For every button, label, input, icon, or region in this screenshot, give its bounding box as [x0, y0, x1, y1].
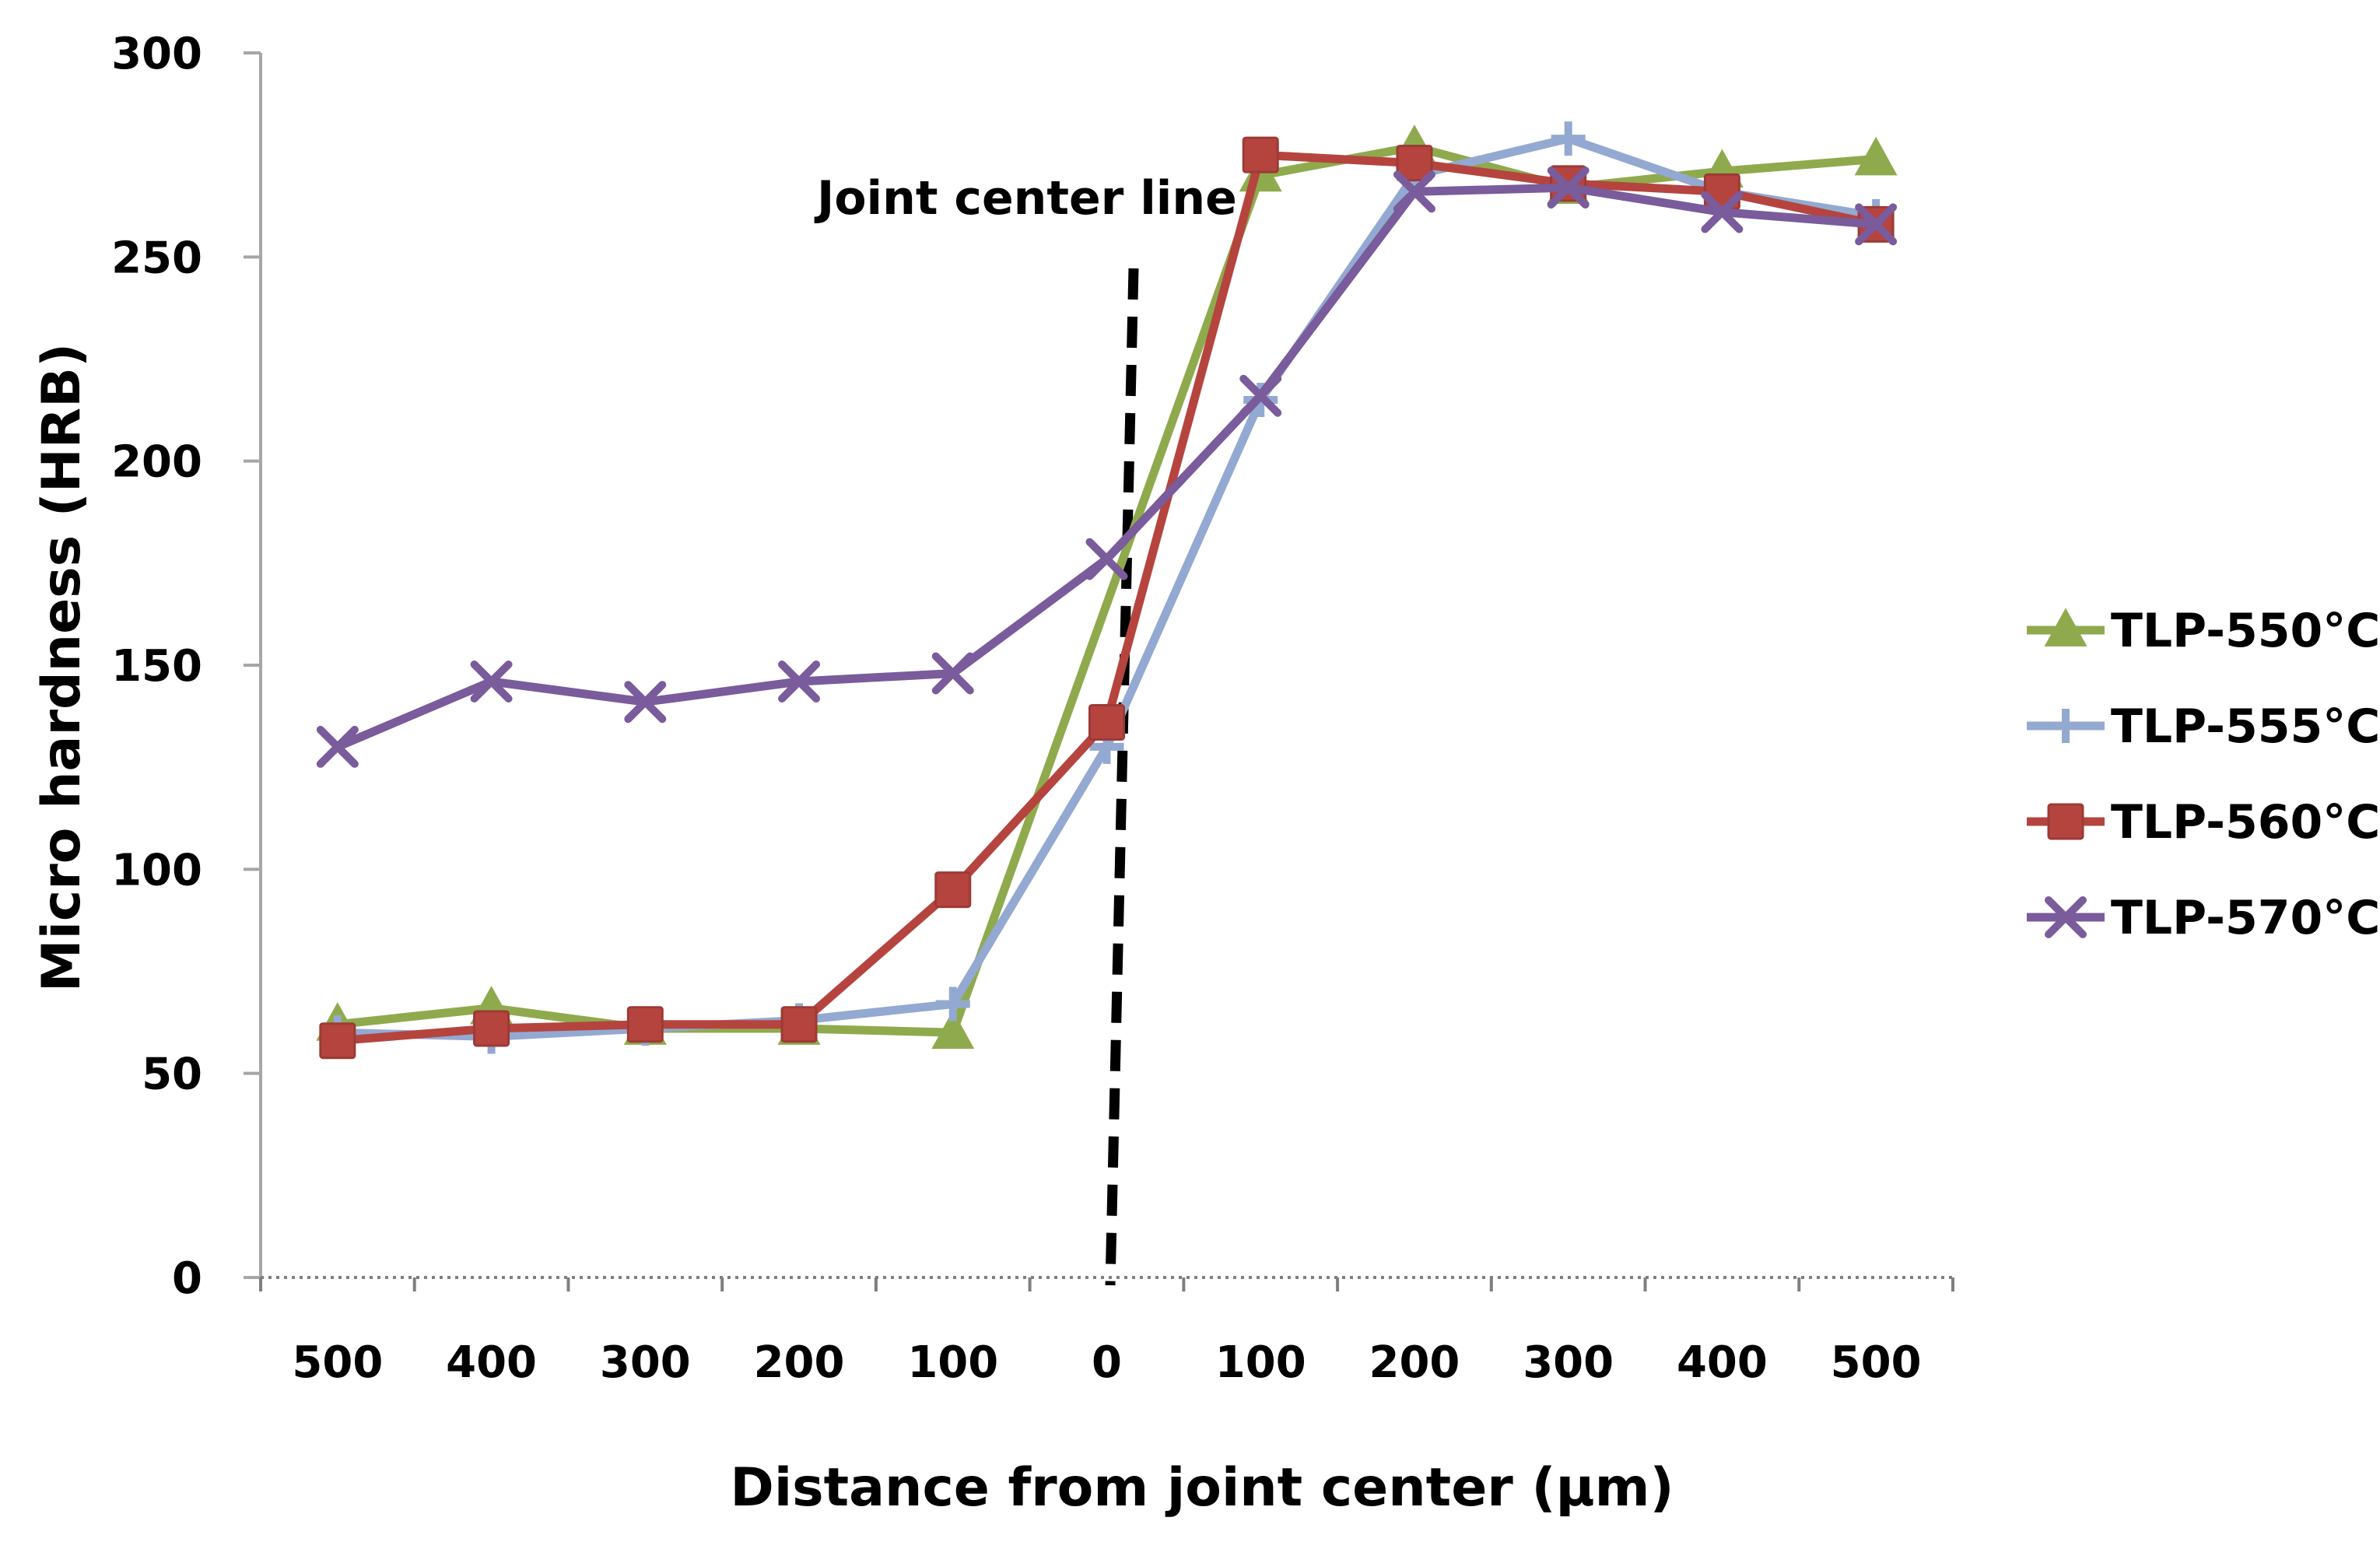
y-tick-label: 300: [111, 29, 202, 79]
x-tick-label: 200: [754, 1337, 845, 1388]
data-point: [780, 1006, 818, 1043]
series-tlp-550-c: [316, 124, 1898, 1050]
x-tick-label: 300: [1523, 1337, 1614, 1388]
legend: TLP-550°C TLP-555°C TLP-560°C TLP-570°C: [2027, 604, 2380, 945]
data-point: [1701, 191, 1744, 233]
data-point: [316, 725, 359, 768]
series-line: [333, 142, 1881, 1037]
data-point: [1088, 703, 1125, 741]
legend-item: TLP-560°C: [2027, 795, 2380, 850]
legend-label: TLP-555°C: [2111, 699, 2380, 754]
data-point: [1854, 136, 1898, 176]
series-tlp-570-c: [316, 166, 1898, 768]
data-point: [935, 987, 970, 1022]
x-tick-label: 400: [446, 1337, 537, 1388]
legend-label: TLP-550°C: [2111, 604, 2380, 658]
data-point: [1547, 166, 1590, 209]
x-tick-label: 300: [600, 1337, 691, 1388]
legend-label: TLP-560°C: [2111, 795, 2380, 850]
data-point: [778, 660, 821, 703]
data-point: [934, 871, 972, 909]
y-axis-title: Micro hardness (HRB): [31, 343, 93, 992]
y-tick-label: 50: [142, 1050, 202, 1100]
data-point: [931, 1010, 975, 1050]
axes: [259, 53, 1953, 1279]
x-axis-title: Distance from joint center (µm): [730, 1457, 1674, 1519]
series-tlp-555-c: [320, 121, 1894, 1054]
x-tick-label: 400: [1677, 1337, 1768, 1388]
x-tick-label: 100: [907, 1337, 998, 1388]
data-point: [470, 660, 513, 703]
joint-center-line-label: Joint center line: [814, 171, 1237, 226]
y-tick-label: 200: [111, 437, 202, 488]
series-line: [333, 183, 1881, 752]
legend-marker: [2045, 896, 2087, 938]
joint-center-line: [1105, 268, 1139, 1286]
data-point: [473, 1010, 510, 1047]
data-point: [624, 681, 667, 724]
series-group: [316, 121, 1898, 1060]
legend-item: TLP-550°C: [2027, 604, 2380, 658]
y-tick-label: 150: [111, 641, 202, 692]
data-point: [1242, 136, 1279, 173]
legend-marker: [2049, 709, 2083, 743]
y-tick-label: 0: [172, 1253, 202, 1304]
x-axis-ticks: 500 400 300 200 100 0 100 200 300 400 500: [259, 1277, 1954, 1388]
x-tick-label: 0: [1092, 1337, 1122, 1388]
x-tick-label: 500: [1831, 1337, 1922, 1388]
x-tick-label: 100: [1215, 1337, 1306, 1388]
data-point: [1393, 170, 1435, 213]
data-point: [1085, 538, 1128, 580]
data-point: [1551, 121, 1586, 156]
data-point: [626, 1006, 664, 1043]
legend-marker: [2047, 803, 2084, 840]
legend-marker: [2044, 608, 2087, 647]
y-tick-label: 250: [111, 233, 202, 283]
x-tick-label: 500: [292, 1337, 383, 1388]
data-point: [319, 1022, 356, 1060]
legend-label: TLP-570°C: [2111, 891, 2380, 945]
data-point: [931, 652, 974, 695]
data-point: [1239, 374, 1282, 417]
y-tick-label: 100: [111, 845, 202, 895]
legend-item: TLP-555°C: [2027, 699, 2380, 754]
legend-item: TLP-570°C: [2027, 891, 2380, 945]
series-line: [333, 134, 1881, 1041]
y-axis-ticks: 0 50 100 150 200 250 300: [111, 29, 261, 1304]
data-point: [1396, 145, 1433, 182]
x-tick-label: 200: [1369, 1337, 1460, 1388]
data-point: [1855, 203, 1898, 246]
annotation-group: Joint center line: [814, 171, 1237, 1286]
